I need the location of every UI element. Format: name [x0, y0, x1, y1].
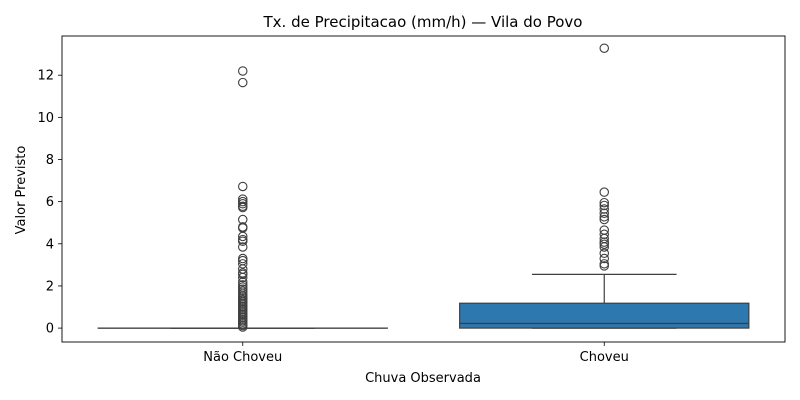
box-1-outlier-12: [238, 231, 248, 242]
box-1-outlier-2: [238, 77, 248, 88]
box-2-outlier-6: [599, 208, 609, 218]
box-2-outlier-3: [599, 197, 609, 208]
box-1-outlier-8: [238, 202, 248, 213]
y-tick-label-0: 0: [46, 322, 54, 337]
box-2-outlier-10: [599, 229, 609, 240]
box-1-outlier-14: [238, 236, 248, 247]
box-2-outlier-5: [599, 204, 609, 214]
box-2-iqr-box: [459, 302, 750, 329]
box-1-outlier-15: [238, 242, 248, 252]
box-2-outlier-16: [599, 253, 609, 264]
box-1-outlier-1: [238, 66, 248, 76]
box-1-outlier-49: [238, 322, 248, 332]
plot-frame: [61, 35, 786, 343]
box-1-outlier-23: [238, 277, 248, 287]
plot-area: 0 2 4 6 8 10 12 Não Choveu Choveu: [37, 35, 786, 365]
y-tick-label-4: 4: [46, 237, 54, 252]
box-1-outlier-22: [238, 272, 248, 283]
y-tick-label-2: 2: [46, 279, 54, 294]
box-1-outlier-6: [238, 199, 248, 209]
box-2-outlier-14: [599, 242, 609, 252]
box-2-outlier-2: [599, 187, 609, 197]
box-2-outlier-18: [599, 261, 609, 271]
box-2-outlier-4: [599, 200, 609, 211]
box-2-outlier-13: [599, 239, 609, 249]
box-2-outlier-17: [599, 259, 609, 269]
y-tick-label-12: 12: [37, 69, 54, 84]
box-1-outlier-3: [238, 181, 248, 192]
y-tick-label-10: 10: [37, 111, 54, 126]
box-1-outlier-18: [238, 259, 248, 269]
y-axis-label: Valor Previsto: [14, 146, 29, 235]
box-2-outlier-8: [599, 214, 609, 225]
box-2-outlier-15: [599, 248, 609, 259]
box-2-outlier-1: [599, 43, 609, 53]
x-tick-label-1: Não Choveu: [203, 350, 282, 365]
x-axis-label: Chuva Observada: [365, 371, 481, 386]
chart-title: Tx. de Precipitacao (mm/h) — Vila do Pov…: [263, 13, 583, 31]
x-tick-label-2: Choveu: [580, 350, 629, 365]
box-1-outlier-21: [238, 269, 248, 280]
y-tick-label-6: 6: [46, 195, 54, 210]
y-tick-label-8: 8: [46, 153, 54, 168]
box-2-outlier-7: [599, 212, 609, 222]
